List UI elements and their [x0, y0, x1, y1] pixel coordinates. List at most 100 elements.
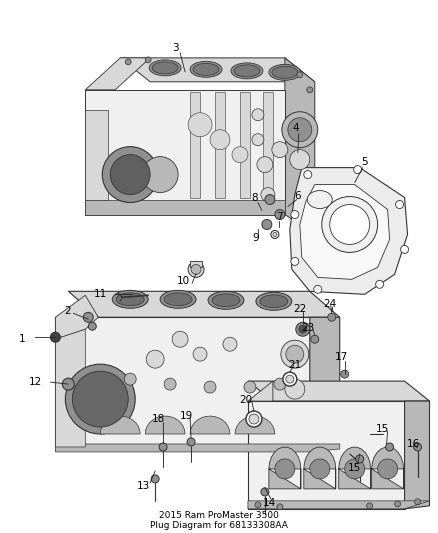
Polygon shape: [248, 381, 430, 401]
Ellipse shape: [296, 322, 310, 336]
Ellipse shape: [255, 502, 261, 508]
Polygon shape: [240, 92, 250, 198]
Ellipse shape: [234, 65, 260, 77]
Text: 2015 Ram ProMaster 3500
Plug Diagram for 68133308AA: 2015 Ram ProMaster 3500 Plug Diagram for…: [150, 511, 288, 530]
Ellipse shape: [204, 381, 216, 393]
Polygon shape: [304, 447, 336, 489]
Ellipse shape: [112, 290, 148, 308]
Ellipse shape: [314, 285, 322, 293]
Text: 17: 17: [335, 352, 348, 362]
Ellipse shape: [260, 295, 288, 308]
Ellipse shape: [146, 350, 164, 368]
Text: 9: 9: [253, 233, 259, 244]
Text: 2: 2: [64, 306, 71, 316]
Polygon shape: [215, 92, 225, 198]
Ellipse shape: [160, 290, 196, 308]
Text: 19: 19: [180, 411, 193, 421]
Ellipse shape: [212, 294, 240, 307]
Text: 15: 15: [376, 424, 389, 434]
Polygon shape: [300, 184, 390, 279]
Polygon shape: [235, 416, 275, 434]
Ellipse shape: [149, 60, 181, 76]
Text: 22: 22: [293, 304, 307, 314]
Ellipse shape: [261, 488, 269, 496]
Ellipse shape: [244, 381, 256, 393]
Text: 7: 7: [276, 213, 283, 222]
Polygon shape: [85, 110, 108, 199]
Text: 4: 4: [293, 123, 299, 133]
Polygon shape: [290, 167, 408, 294]
Ellipse shape: [256, 292, 292, 310]
Text: 3: 3: [172, 43, 178, 53]
Ellipse shape: [291, 257, 299, 265]
Ellipse shape: [299, 325, 307, 333]
Ellipse shape: [252, 109, 264, 120]
Ellipse shape: [72, 371, 128, 427]
Ellipse shape: [102, 147, 158, 203]
Ellipse shape: [164, 378, 176, 390]
Ellipse shape: [307, 87, 313, 93]
Text: 16: 16: [407, 439, 420, 449]
Ellipse shape: [376, 280, 384, 288]
Ellipse shape: [193, 347, 207, 361]
Ellipse shape: [395, 501, 401, 507]
Ellipse shape: [291, 211, 299, 219]
Text: 10: 10: [177, 276, 190, 286]
Text: 5: 5: [361, 157, 368, 167]
Ellipse shape: [354, 166, 362, 174]
Polygon shape: [55, 444, 340, 452]
Ellipse shape: [290, 150, 310, 169]
Ellipse shape: [396, 200, 403, 208]
Ellipse shape: [125, 59, 131, 65]
Ellipse shape: [378, 459, 398, 479]
Polygon shape: [372, 447, 403, 489]
Ellipse shape: [88, 322, 96, 330]
Polygon shape: [85, 199, 285, 214]
Polygon shape: [248, 381, 273, 401]
Ellipse shape: [208, 292, 244, 309]
Polygon shape: [85, 90, 285, 214]
Ellipse shape: [311, 335, 319, 343]
Text: 11: 11: [94, 289, 107, 300]
Ellipse shape: [285, 379, 305, 399]
Ellipse shape: [269, 64, 301, 80]
Ellipse shape: [273, 232, 277, 237]
Ellipse shape: [414, 499, 420, 505]
Polygon shape: [263, 92, 273, 198]
Ellipse shape: [304, 171, 312, 179]
Ellipse shape: [261, 188, 275, 201]
Ellipse shape: [210, 130, 230, 150]
Polygon shape: [248, 401, 405, 509]
Ellipse shape: [191, 264, 201, 274]
Ellipse shape: [145, 57, 151, 63]
Ellipse shape: [328, 313, 336, 321]
Text: 18: 18: [152, 414, 165, 424]
Text: 21: 21: [288, 360, 301, 370]
Polygon shape: [85, 58, 150, 90]
Polygon shape: [55, 317, 310, 447]
Text: 24: 24: [323, 300, 336, 309]
Polygon shape: [269, 447, 301, 489]
Ellipse shape: [367, 503, 373, 509]
Ellipse shape: [187, 438, 195, 446]
Ellipse shape: [246, 411, 262, 427]
Text: 1: 1: [19, 334, 26, 344]
Polygon shape: [310, 317, 340, 447]
Ellipse shape: [272, 142, 288, 158]
Ellipse shape: [151, 475, 159, 483]
Polygon shape: [248, 501, 430, 509]
Polygon shape: [68, 292, 340, 317]
Text: 15: 15: [348, 463, 361, 473]
Ellipse shape: [231, 63, 263, 79]
Ellipse shape: [83, 312, 93, 322]
Ellipse shape: [188, 261, 204, 277]
Ellipse shape: [190, 61, 222, 77]
Ellipse shape: [401, 245, 409, 253]
Ellipse shape: [307, 191, 332, 208]
Ellipse shape: [275, 459, 295, 479]
Ellipse shape: [124, 373, 136, 385]
Ellipse shape: [271, 230, 279, 238]
Ellipse shape: [281, 340, 309, 368]
Ellipse shape: [142, 157, 178, 192]
Text: 20: 20: [240, 395, 252, 405]
